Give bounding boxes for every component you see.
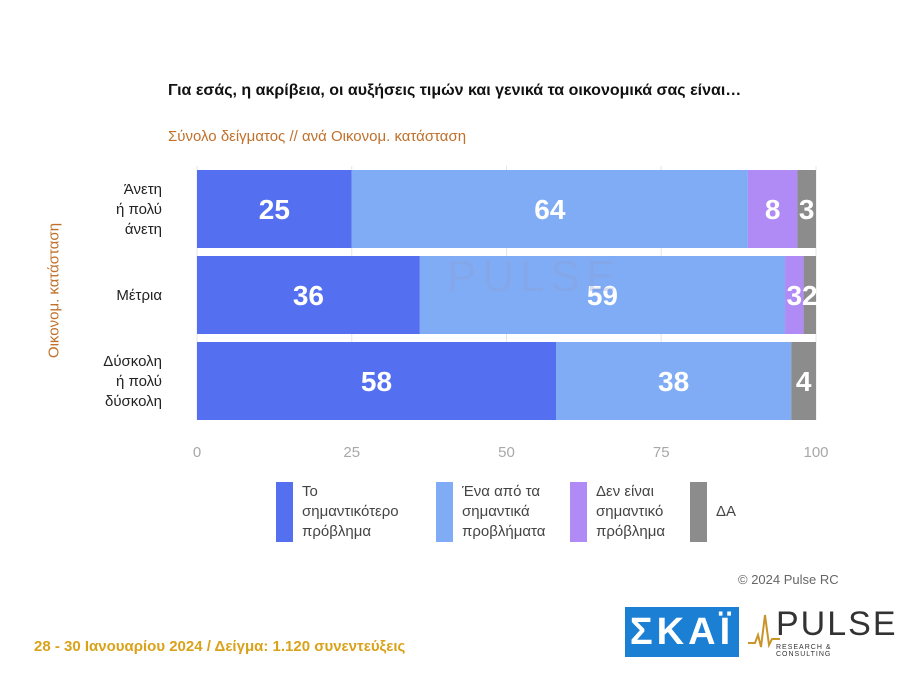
legend-label: Το σημαντικότερο πρόβλημα (302, 483, 399, 540)
bar-segment (197, 342, 557, 420)
bar-segment (803, 256, 816, 334)
chart-title: Για εσάς, η ακρίβεια, οι αυξήσεις τιμών … (168, 82, 742, 99)
bar-value-label: 36 (293, 280, 324, 311)
bar-value-label: 25 (259, 194, 290, 225)
bar-segment (419, 256, 786, 334)
footer-note: 28 - 30 Ιανουαρίου 2024 / Δείγμα: 1.120 … (34, 638, 406, 655)
pulse-logo-subtext: RESEARCH & CONSULTING (776, 644, 832, 658)
skai-logo: ΣΚΑΪ (625, 607, 739, 657)
bar-value-label: 58 (361, 366, 392, 397)
legend-swatch (690, 482, 707, 542)
pulse-logo-text: PULSE (776, 605, 898, 643)
legend-label: Ένα από τα σημαντικά προβλήματα (462, 483, 546, 540)
legend-swatch (570, 482, 587, 542)
bar-segment (197, 170, 352, 248)
x-tick-label: 75 (653, 444, 670, 461)
category-label: Άνετη ή πολύ άνετη (116, 181, 162, 238)
category-label: Δύσκολη ή πολύ δύσκολη (103, 353, 162, 410)
legend-label: ΔΑ (716, 503, 737, 520)
bar-segment (785, 256, 804, 334)
skai-logo-text: ΣΚΑΪ (629, 611, 735, 653)
bar-segment (747, 170, 798, 248)
bar-value-label: 8 (765, 194, 781, 225)
x-tick-label: 100 (803, 444, 828, 461)
bar-segment (797, 170, 816, 248)
bar-segment (197, 256, 420, 334)
x-tick-label: 50 (498, 444, 515, 461)
legend-swatch (276, 482, 293, 542)
legend-label: Δεν είναι σημαντικό πρόβλημα (596, 483, 666, 540)
bar-segment (351, 170, 748, 248)
copyright-text: © 2024 Pulse RC (738, 572, 839, 587)
bar-value-label: 3 (799, 194, 815, 225)
category-label: Μέτρια (116, 287, 162, 304)
x-tick-label: 0 (193, 444, 201, 461)
pulse-logo: PULSE RESEARCH & CONSULTING (748, 605, 896, 660)
bar-value-label: 4 (796, 366, 812, 397)
bar-segment (556, 342, 792, 420)
bar-value-label: 59 (587, 280, 618, 311)
bar-value-label: 3 (787, 280, 803, 311)
chart-subtitle: Σύνολο δείγματος // ανά Οικονομ. κατάστα… (168, 128, 467, 145)
pulse-watermark: PULSE (447, 252, 622, 301)
legend-swatch (436, 482, 453, 542)
pulse-wave-icon (748, 614, 780, 649)
bar-value-label: 64 (534, 194, 566, 225)
bar-value-label: 2 (802, 280, 818, 311)
bar-value-label: 38 (658, 366, 689, 397)
bar-segment (791, 342, 816, 420)
x-tick-label: 25 (343, 444, 360, 461)
